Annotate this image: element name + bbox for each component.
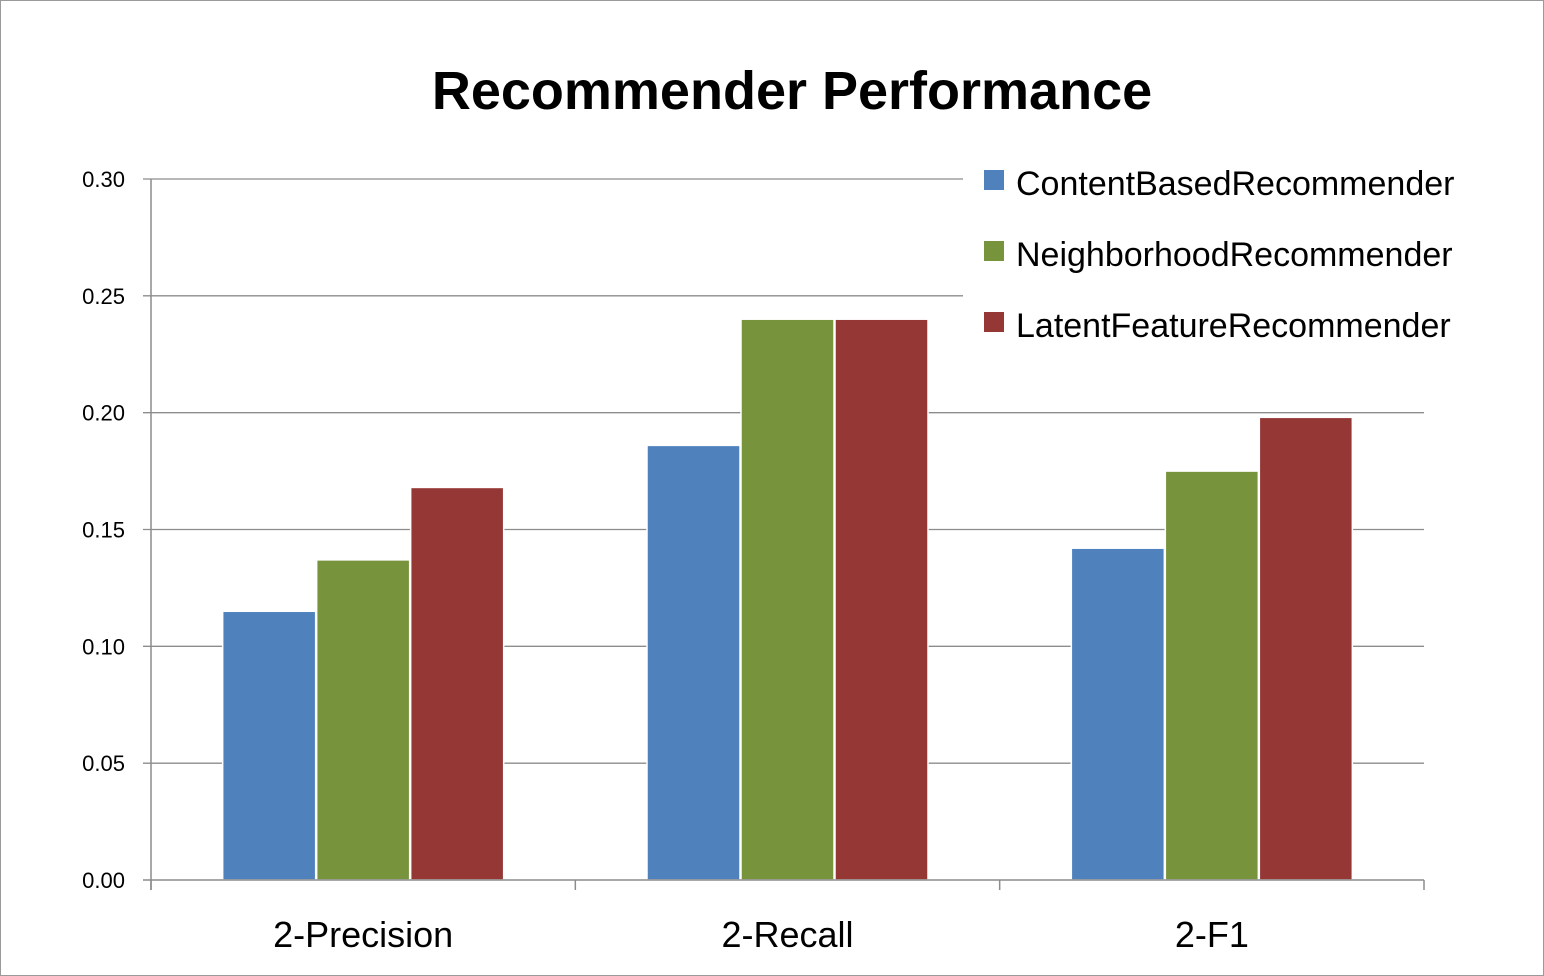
legend-label: LatentFeatureRecommender [1016, 307, 1451, 345]
bar-ContentBasedRecommender-2-Precision [221, 610, 317, 881]
y-tick-label: 0.00 [82, 868, 125, 893]
bar-NeighborhoodRecommender-2-Precision [315, 559, 411, 881]
legend-background [963, 151, 1523, 361]
legend: ContentBasedRecommender NeighborhoodRecom… [963, 151, 1523, 361]
x-category-label: 2-F1 [1175, 914, 1249, 955]
axes: 0.00 0.05 0.10 0.15 0.20 0.25 0.30 2-Precision 2… [82, 167, 1425, 955]
legend-swatch [984, 312, 1004, 332]
legend-swatch [984, 170, 1004, 190]
y-tick-label: 0.20 [82, 401, 125, 426]
legend-label: ContentBasedRecommender [1016, 165, 1454, 203]
bar-ContentBasedRecommender-2-F1 [1070, 547, 1166, 881]
legend-label: NeighborhoodRecommender [1016, 236, 1453, 274]
y-tick-label: 0.05 [82, 751, 125, 776]
bar-ContentBasedRecommender-2-Recall [646, 444, 741, 881]
bar-LatentFeatureRecommender-2-Recall [834, 318, 929, 881]
x-category-label: 2-Precision [273, 914, 453, 955]
bar-LatentFeatureRecommender-2-Precision [409, 486, 505, 881]
legend-swatch [984, 241, 1004, 261]
chart-title: Recommender Performance [432, 61, 1152, 121]
bar-NeighborhoodRecommender-2-Recall [740, 318, 835, 881]
bars [221, 318, 1354, 881]
y-tick-label: 0.10 [82, 634, 125, 659]
bar-LatentFeatureRecommender-2-F1 [1258, 416, 1354, 881]
x-category-label: 2-Recall [721, 914, 853, 955]
y-tick-label: 0.15 [82, 518, 125, 543]
y-tick-label: 0.25 [82, 284, 125, 309]
bar-NeighborhoodRecommender-2-F1 [1164, 470, 1260, 881]
y-tick-label: 0.30 [82, 167, 125, 192]
